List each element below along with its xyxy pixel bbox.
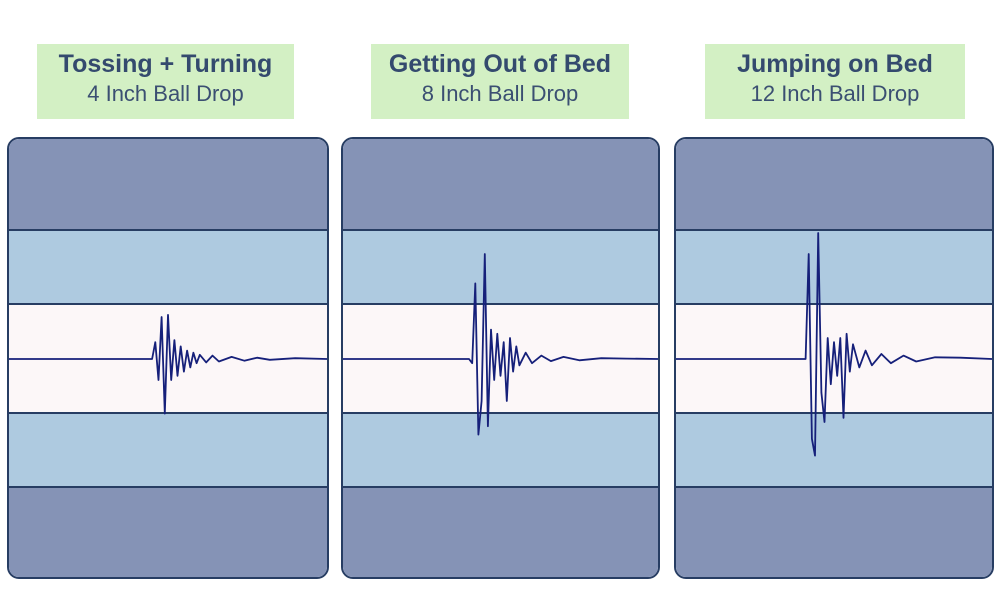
chart-panel-3 [674,137,994,579]
band-inner-bottom [9,413,327,487]
band-inner-bottom [343,413,658,487]
trace-svg-1 [9,139,327,577]
band-outer-top [9,139,327,230]
band-inner-bottom [676,413,992,487]
chart-label-1: Tossing + Turning 4 Inch Ball Drop [37,44,294,119]
chart-title: Tossing + Turning [58,50,273,78]
chart-title: Getting Out of Bed [388,50,612,78]
chart-panel-1 [7,137,329,579]
band-inner-top [343,230,658,304]
chart-panel-2 [341,137,660,579]
band-outer-bottom [9,487,327,577]
band-outer-top [343,139,658,230]
chart-subtitle: 8 Inch Ball Drop [421,81,579,106]
band-outer-top [676,139,992,230]
band-outer-bottom [676,487,992,577]
chart-title: Jumping on Bed [737,50,933,78]
chart-label-3: Jumping on Bed 12 Inch Ball Drop [705,44,965,119]
waveform-trace [9,313,327,415]
trace-svg-3 [676,139,992,577]
chart-label-2: Getting Out of Bed 8 Inch Ball Drop [371,44,629,119]
band-outer-bottom [343,487,658,577]
band-inner-top [676,230,992,304]
band-inner-top [9,230,327,304]
chart-subtitle: 4 Inch Ball Drop [87,81,244,106]
waveform-trace [676,232,992,457]
chart-subtitle: 12 Inch Ball Drop [750,81,920,106]
waveform-trace [343,253,658,436]
trace-svg-2 [343,139,658,577]
